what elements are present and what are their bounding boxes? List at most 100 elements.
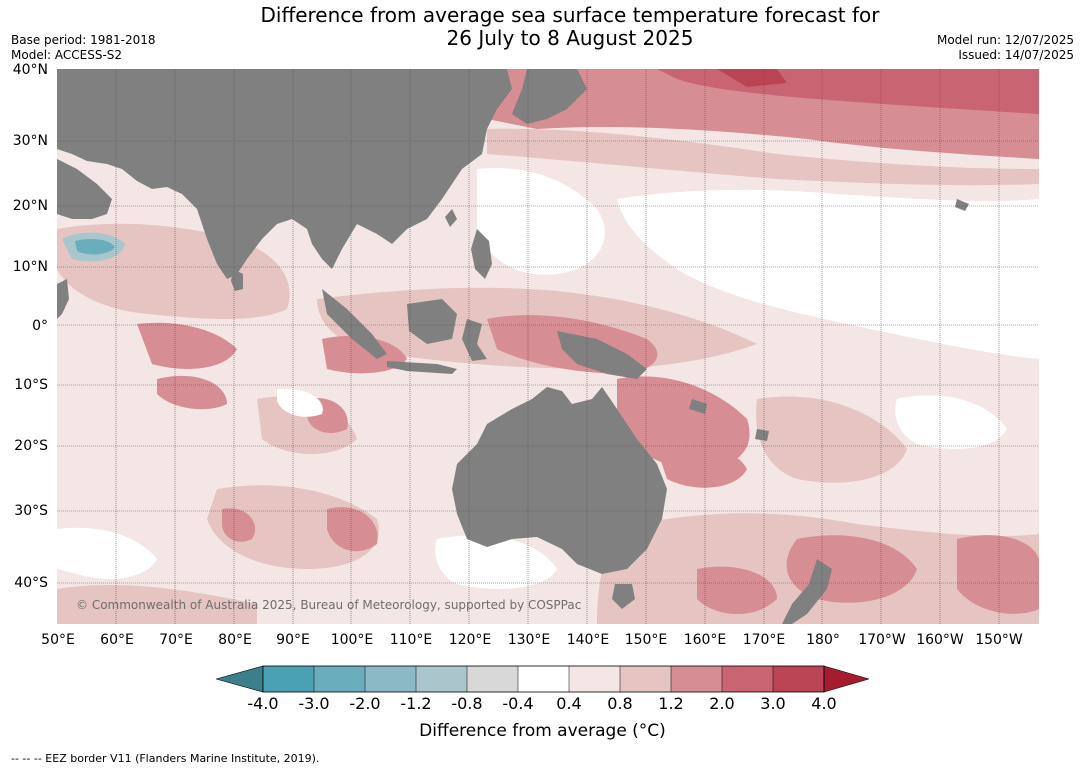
issued-date: Issued: 14/07/2025 xyxy=(958,48,1074,62)
colorbar-tick-12: 4.0 xyxy=(811,694,837,713)
anomaly-sw-pacific-1 xyxy=(756,396,907,483)
anomaly-south-indian-3 xyxy=(222,508,256,542)
lon-label-170w: 170°W xyxy=(858,632,906,648)
colorbar-tick-8: 0.8 xyxy=(607,694,633,713)
land-philippines xyxy=(471,229,492,279)
anomaly-java-sea xyxy=(322,335,407,374)
colorbar-segments xyxy=(263,666,824,692)
land-java xyxy=(387,361,457,374)
colorbar-seg-7 xyxy=(569,666,620,692)
anomaly-indian-ocean-2 xyxy=(157,375,227,410)
land-new-guinea xyxy=(557,331,647,379)
colorbar-tick-1: -4.0 xyxy=(247,694,279,713)
land-vanuatu xyxy=(689,399,707,414)
lat-label-20s: 20°S xyxy=(14,438,48,454)
colorbar-tick-6: -0.4 xyxy=(502,694,534,713)
lon-label-160e: 160°E xyxy=(683,632,727,648)
lon-label-70e: 70°E xyxy=(159,632,193,648)
land-borneo xyxy=(407,299,457,344)
colorbar-seg-6 xyxy=(518,666,569,692)
land-asia xyxy=(57,69,512,279)
graticule xyxy=(57,69,1039,624)
anomaly-neutral-south-1 xyxy=(435,535,557,589)
meta-right: Model run: 12/07/2025 Issued: 14/07/2025 xyxy=(937,33,1074,63)
colorbar-seg-5 xyxy=(467,666,518,692)
lon-label-150e: 150°E xyxy=(624,632,668,648)
chart-title: Difference from average sea surface temp… xyxy=(0,4,1085,50)
colorbar-tick-7: 0.4 xyxy=(556,694,582,713)
colorbar-seg-11 xyxy=(773,666,824,692)
anomaly-south-indian-2 xyxy=(327,507,378,552)
land-horn-of-africa xyxy=(57,279,69,319)
eez-footnote: -- -- -- EEZ border V11 (Flanders Marine… xyxy=(11,752,320,765)
colorbar-low-extend xyxy=(216,665,264,693)
lon-label-120e: 120°E xyxy=(448,632,492,648)
colorbar-seg-3 xyxy=(365,666,416,692)
lat-label-40n: 40°N xyxy=(12,62,48,78)
anomaly-north-band xyxy=(487,128,1039,186)
land-sumatra xyxy=(322,289,387,359)
anomaly-neutral-sw-indian xyxy=(57,527,157,579)
colorbar-tick-9: 1.2 xyxy=(658,694,684,713)
lat-label-10s: 10°S xyxy=(14,377,48,393)
colorbar-seg-9 xyxy=(671,666,722,692)
lon-label-50e: 50°E xyxy=(41,632,75,648)
anomaly-neutral-south-china-sea xyxy=(477,168,605,275)
lat-label-30s: 30°S xyxy=(14,503,48,519)
model-name: Model: ACCESS-S2 xyxy=(11,48,123,62)
colorbar-label: Difference from average (°C) xyxy=(419,721,666,741)
copyright-notice: © Commonwealth of Australia 2025, Bureau… xyxy=(76,598,582,612)
map-svg xyxy=(57,69,1039,624)
lon-label-60e: 60°E xyxy=(100,632,134,648)
anomaly-neutral-north-pacific xyxy=(617,189,1039,359)
lon-label-160w: 160°W xyxy=(916,632,964,648)
anomaly-coral-sea xyxy=(617,376,750,469)
model-run: Model run: 12/07/2025 xyxy=(936,33,1074,47)
colorbar-seg-10 xyxy=(722,666,773,692)
anomaly-south-pacific-1 xyxy=(957,535,1039,614)
anomaly-southern-band xyxy=(57,584,257,624)
lat-label-20n: 20°N xyxy=(12,198,48,214)
colorbar-tick-4: -1.2 xyxy=(400,694,432,713)
colorbar-dividers xyxy=(313,666,774,692)
colorbar-tick-5: -0.8 xyxy=(451,694,483,713)
lon-label-130e: 130°E xyxy=(507,632,551,648)
land-arabia xyxy=(57,159,112,219)
lon-label-110e: 110°E xyxy=(389,632,433,648)
land-hawaii xyxy=(955,199,969,211)
land-japan xyxy=(512,69,587,124)
lon-label-80e: 80°E xyxy=(218,632,252,648)
colorbar-outline xyxy=(262,665,825,693)
colorbar-tick-10: 2.0 xyxy=(709,694,735,713)
colorbar-seg-2 xyxy=(314,666,365,692)
sst-anomaly-map xyxy=(57,69,1039,624)
lat-label-30n: 30°N xyxy=(12,133,48,149)
land-taiwan xyxy=(445,209,457,227)
anomaly-indian-ocean-1 xyxy=(137,322,237,369)
anomaly-neutral-indian-1 xyxy=(277,388,323,417)
colorbar xyxy=(216,665,869,693)
land-tasmania xyxy=(612,584,635,609)
lon-label-140e: 140°E xyxy=(566,632,610,648)
colorbar-tick-2: -3.0 xyxy=(298,694,330,713)
anomaly-north-pacific-hotspot xyxy=(717,69,787,87)
anomaly-tasman-2 xyxy=(697,566,777,614)
lon-label-180: 180° xyxy=(806,632,840,648)
lon-label-100e: 100°E xyxy=(330,632,374,648)
colorbar-seg-8 xyxy=(620,666,671,692)
lon-label-170e: 170°E xyxy=(742,632,786,648)
lon-label-150w: 150°W xyxy=(975,632,1023,648)
title-line-2: 26 July to 8 August 2025 xyxy=(446,26,694,50)
colorbar-high-extend xyxy=(823,665,869,693)
lat-label-10n: 10°N xyxy=(12,259,48,275)
anomaly-sw-pacific-2 xyxy=(657,445,747,488)
base-period: Base period: 1981-2018 xyxy=(11,33,156,47)
anomaly-neutral-south-pacific xyxy=(895,395,1007,449)
land-sulawesi xyxy=(462,319,487,361)
colorbar-tick-11: 3.0 xyxy=(760,694,786,713)
colorbar-seg-1 xyxy=(263,666,314,692)
title-line-1: Difference from average sea surface temp… xyxy=(260,3,880,27)
land-australia xyxy=(452,387,667,574)
lat-label-0: 0° xyxy=(32,318,48,334)
lat-label-40s: 40°S xyxy=(14,575,48,591)
